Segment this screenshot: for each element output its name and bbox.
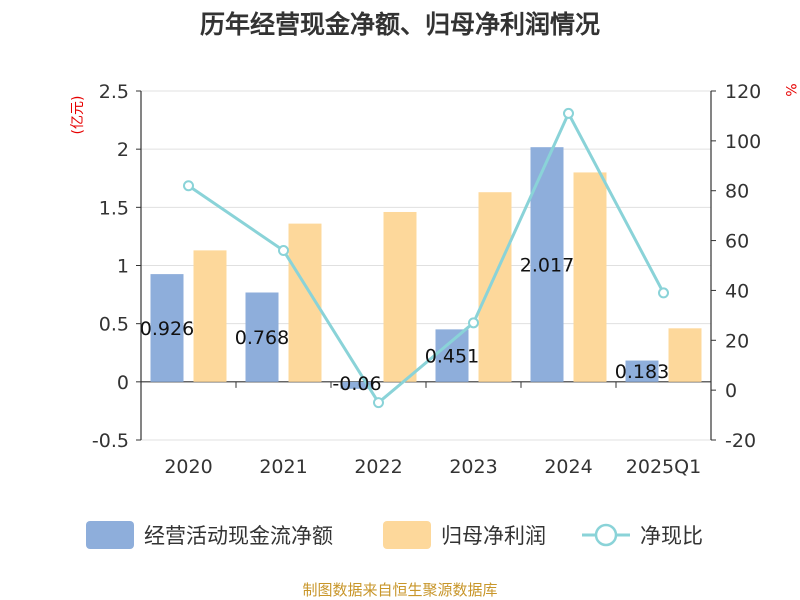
data-label-cashflow: -0.06	[332, 373, 381, 395]
ratio-point	[658, 287, 669, 299]
right-tick-label: 0	[725, 380, 737, 402]
legend: 经营活动现金流净额 归母净利润 净现比	[86, 521, 703, 549]
ratio-point	[183, 180, 194, 192]
legend-swatch-net-profit	[383, 521, 431, 549]
bar-cashflow	[245, 292, 279, 382]
legend-label-cashflow: 经营活动现金流净额	[144, 524, 333, 548]
left-tick-label: 0	[117, 372, 129, 394]
ratio-point	[373, 397, 384, 409]
x-tick-label: 2024	[544, 456, 592, 478]
bar-cashflow	[150, 274, 184, 382]
left-tick-label: 1	[117, 256, 129, 278]
data-label-cashflow: 0.451	[425, 346, 479, 368]
left-tick-label: -0.5	[92, 430, 129, 452]
data-label-cashflow: 0.768	[235, 327, 289, 349]
legend-swatch-ratio-marker	[594, 523, 618, 547]
right-tick-label: 80	[725, 181, 749, 203]
bar-net-profit	[573, 172, 607, 382]
data-label-cashflow: 0.183	[615, 361, 669, 383]
x-tick-label: 2021	[259, 456, 307, 478]
left-tick-label: 0.5	[99, 314, 129, 336]
left-tick-label: 2	[117, 139, 129, 161]
right-tick-label: 20	[725, 330, 749, 352]
right-tick-label: 40	[725, 280, 749, 302]
x-tick-label: 2022	[354, 456, 402, 478]
axes: -0.5 0 0.5 1 1.5 2 2.5 -20 0 20 40 60 80 100 120 2020 20…	[92, 81, 761, 478]
ratio-point	[563, 107, 574, 119]
ratio-line-path	[187, 110, 665, 405]
x-tick-label: 2025Q1	[626, 456, 701, 478]
bar-net-profit	[668, 328, 702, 382]
right-tick-label: 100	[725, 131, 761, 153]
data-label-cashflow: 2.017	[520, 255, 574, 277]
legend-label-ratio: 净现比	[640, 524, 703, 548]
bar-net-profit	[193, 250, 227, 382]
data-label-cashflow: 0.926	[140, 318, 194, 340]
legend-label-net-profit: 归母净利润	[441, 524, 546, 548]
left-tick-label: 2.5	[99, 81, 129, 103]
ratio-line	[183, 107, 669, 409]
legend-swatch-cashflow	[86, 521, 134, 549]
bar-net-profit	[478, 192, 512, 382]
bar-cashflow	[625, 360, 659, 382]
right-tick-label: 60	[725, 231, 749, 253]
chart-title: 历年经营现金净额、归母净利润情况	[200, 10, 600, 39]
grid	[141, 90, 711, 441]
right-tick-label: 120	[725, 81, 761, 103]
right-axis-unit: %	[782, 83, 798, 96]
ratio-point	[468, 317, 479, 329]
data-labels: 0.926 0.768 -0.06 0.451 2.017 0.183	[140, 255, 669, 395]
left-tick-label: 1.5	[99, 197, 129, 219]
source-note: 制图数据来自恒生聚源数据库	[302, 581, 497, 599]
left-axis-unit: (亿元)	[70, 96, 86, 135]
right-tick-label: -20	[725, 430, 756, 452]
ratio-point	[278, 245, 289, 257]
bar-net-profit	[383, 211, 417, 382]
x-tick-label: 2020	[164, 456, 212, 478]
bar-cashflow	[435, 329, 469, 382]
bar-cashflow	[340, 381, 374, 389]
x-tick-label: 2023	[449, 456, 497, 478]
